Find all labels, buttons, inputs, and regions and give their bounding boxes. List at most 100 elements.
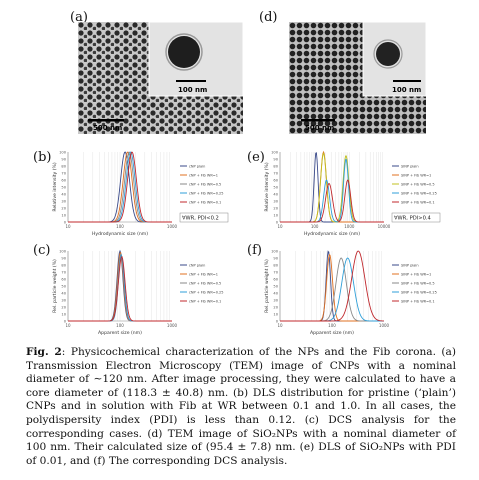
y-tick-label: 40 <box>273 292 278 296</box>
y-tick-label: 80 <box>273 264 278 268</box>
x-tick-label: 1000 <box>379 323 390 328</box>
caption-fig-label: Fig. 2 <box>26 346 62 358</box>
y-tick-label: 40 <box>61 193 66 197</box>
y-tick-label: 20 <box>273 306 278 310</box>
x-tick-label: 10000 <box>378 224 391 229</box>
series-line-5 <box>280 179 384 223</box>
y-tick-label: 30 <box>273 299 278 303</box>
y-tick-label: 50 <box>273 186 278 190</box>
panel-label-d: (d) <box>259 10 278 25</box>
y-tick-label: 70 <box>273 271 278 275</box>
series-line-2 <box>280 150 384 223</box>
x-axis-label: Apparent size (nm) <box>98 330 142 336</box>
y-tick-label: 70 <box>61 172 66 176</box>
series-line-4 <box>280 159 384 223</box>
legend-entry: SINP + Fib WR=0.1 <box>401 299 435 303</box>
y-axis-label: Relative intensity (%) <box>264 162 270 212</box>
y-tick-label: 0 <box>64 221 67 225</box>
x-tick-label: 1000 <box>167 224 178 229</box>
main-scale-label-d: 500 nm <box>305 124 334 132</box>
y-tick-label: 30 <box>273 200 278 204</box>
legend-entry: SINP + Fib WR=0.25 <box>401 290 437 294</box>
legend-entry: SINP + Fib WR=1 <box>401 272 431 276</box>
y-tick-label: 40 <box>61 292 66 296</box>
y-tick-label: 0 <box>276 320 279 324</box>
y-tick-label: 70 <box>61 271 66 275</box>
legend-entry: SINP + Fib WR=1 <box>401 173 431 177</box>
y-axis-label: Rel. particle weight (%) <box>264 259 270 313</box>
x-tick-label: 100 <box>116 323 124 328</box>
y-tick-label: 20 <box>273 207 278 211</box>
y-tick-label: 30 <box>61 200 66 204</box>
y-tick-label: 10 <box>61 214 66 218</box>
tem-image-cnp: 100 nm 500 nm <box>78 22 243 134</box>
y-tick-label: 100 <box>59 151 67 155</box>
pdi-note: ∀WR, PDI<0.2 <box>182 216 219 222</box>
x-tick-label: 100 <box>311 224 319 229</box>
legend-entry: cNP + Fib WR=0.1 <box>189 200 221 204</box>
y-tick-label: 100 <box>271 250 279 254</box>
panel-label-f: (f) <box>247 243 262 258</box>
legend-entry: cNP plain <box>189 263 205 267</box>
x-tick-label: 100 <box>116 224 124 229</box>
series-line-5 <box>68 256 172 322</box>
legend-entry: SINP plain <box>401 263 419 267</box>
panel-label-b: (b) <box>33 150 52 165</box>
y-tick-label: 90 <box>273 158 278 162</box>
y-tick-label: 30 <box>61 299 66 303</box>
pdi-note: ∀WR, PDI>0.4 <box>394 216 432 222</box>
y-axis-label: Rel. particle weight (%) <box>52 259 58 313</box>
y-tick-label: 50 <box>273 285 278 289</box>
y-tick-label: 60 <box>61 278 66 282</box>
x-tick-label: 1000 <box>167 323 178 328</box>
x-axis-label: Hydrodynamic size (nm) <box>92 231 148 237</box>
figure-caption: Fig. 2: Physicochemical characterization… <box>26 346 456 468</box>
y-tick-label: 50 <box>61 186 66 190</box>
y-tick-label: 60 <box>273 179 278 183</box>
y-tick-label: 90 <box>61 257 66 261</box>
legend-entry: cNP + Fib WR=1 <box>189 272 218 276</box>
y-tick-label: 10 <box>61 313 66 317</box>
series-line-3 <box>280 152 384 223</box>
x-tick-label: 1000 <box>344 224 355 229</box>
y-tick-label: 60 <box>61 179 66 183</box>
x-tick-label: 10 <box>277 224 283 229</box>
y-tick-label: 70 <box>273 172 278 176</box>
y-tick-label: 0 <box>276 221 279 225</box>
y-tick-label: 80 <box>61 165 66 169</box>
y-tick-label: 60 <box>273 278 278 282</box>
y-tick-label: 80 <box>273 165 278 169</box>
series-line-1 <box>280 152 384 223</box>
legend-entry: SINP + Fib WR=0.5 <box>401 182 435 186</box>
x-tick-label: 10 <box>65 323 71 328</box>
legend-entry: cNP + Fib WR=0.1 <box>189 299 221 303</box>
series-line-5 <box>68 151 172 223</box>
legend-entry: SINP + Fib WR=0.5 <box>401 281 435 285</box>
x-tick-label: 10 <box>277 323 283 328</box>
y-tick-label: 80 <box>61 264 66 268</box>
y-tick-label: 40 <box>273 193 278 197</box>
x-axis-label: Hydrodynamic size (nm) <box>304 231 360 237</box>
legend-entry: SINP + Fib WR=0.25 <box>401 191 437 195</box>
y-tick-label: 20 <box>61 306 66 310</box>
x-tick-label: 100 <box>328 323 336 328</box>
note-box <box>179 212 229 223</box>
legend-entry: cNP + Fib WR=1 <box>189 173 218 177</box>
y-tick-label: 10 <box>273 214 278 218</box>
y-tick-label: 10 <box>273 313 278 317</box>
series-line-5 <box>280 250 385 322</box>
panel-label-e: (e) <box>247 150 265 165</box>
tem-image-sinp: 100 nm 500 nm <box>289 22 426 134</box>
inset-scale-label-d: 100 nm <box>392 86 421 94</box>
y-tick-label: 100 <box>59 250 67 254</box>
inset-scale-label-a: 100 nm <box>178 86 207 94</box>
panel-label-a: (a) <box>70 10 88 25</box>
y-tick-label: 0 <box>64 320 67 324</box>
x-axis-label: Apparent size (nm) <box>310 330 354 336</box>
note-box <box>391 212 441 223</box>
y-tick-label: 100 <box>271 151 279 155</box>
